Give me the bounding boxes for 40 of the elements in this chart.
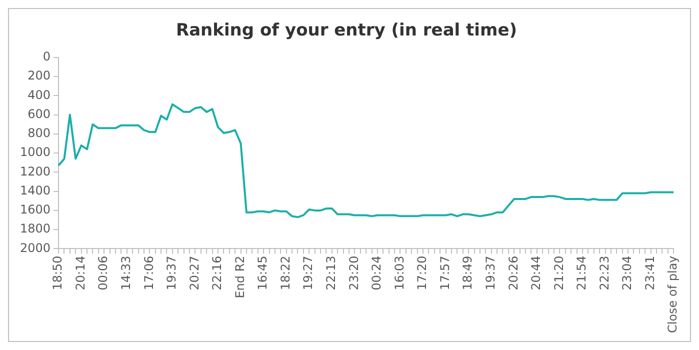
x-tick-label: 19:27 <box>301 256 316 290</box>
y-tick-label: 200 <box>28 68 51 83</box>
x-tick-label: 16:45 <box>256 256 270 290</box>
x-tick-label: 19:37 <box>164 256 179 290</box>
x-tick-label: 17:20 <box>415 256 430 290</box>
x-tick-label: 17:57 <box>438 256 452 290</box>
y-tick-label: 1000 <box>20 145 51 160</box>
x-tick-label: 00:24 <box>370 256 384 290</box>
chart-title: Ranking of your entry (in real time) <box>176 20 518 41</box>
x-tick-label: 22:23 <box>597 256 612 290</box>
y-tick-label: 600 <box>28 106 51 121</box>
y-tick-label: 1800 <box>20 222 51 236</box>
x-tick-label: 23:20 <box>346 256 361 290</box>
y-tick-label: 0 <box>42 50 51 64</box>
y-tick-label: 800 <box>28 126 51 140</box>
x-tick-label: 17:06 <box>142 256 156 290</box>
x-tick-label: 23:41 <box>642 256 657 290</box>
y-tick-label: 1600 <box>20 202 51 217</box>
y-tick-label: 2000 <box>20 240 51 255</box>
y-tick-label: 1400 <box>20 183 51 198</box>
x-tick-label: 18:49 <box>460 256 475 290</box>
x-tick-label: 20:44 <box>529 256 544 290</box>
x-tick-label: End R2 <box>232 256 247 298</box>
y-tick-label: 400 <box>28 88 51 102</box>
x-tick-label: 21:20 <box>552 256 566 290</box>
x-tick-label: Close of play <box>666 256 680 334</box>
x-tick-label: 00:06 <box>96 256 110 290</box>
x-tick-label: 20:14 <box>73 256 88 290</box>
x-tick-label: 21:54 <box>574 256 589 290</box>
x-tick-label: 22:13 <box>324 256 338 290</box>
x-tick-label: 18:22 <box>278 256 292 290</box>
x-tick-label: 20:26 <box>506 256 520 290</box>
x-tick-label: 19:37 <box>483 256 498 290</box>
x-tick-label: 20:27 <box>187 256 202 290</box>
x-tick-label: 18:50 <box>50 256 65 290</box>
x-tick-label: 22:16 <box>210 256 224 290</box>
x-tick-label: 16:03 <box>392 256 406 290</box>
x-tick-label: 14:33 <box>119 256 134 290</box>
y-tick-label: 1200 <box>20 164 51 178</box>
x-tick-label: 23:04 <box>620 256 634 290</box>
